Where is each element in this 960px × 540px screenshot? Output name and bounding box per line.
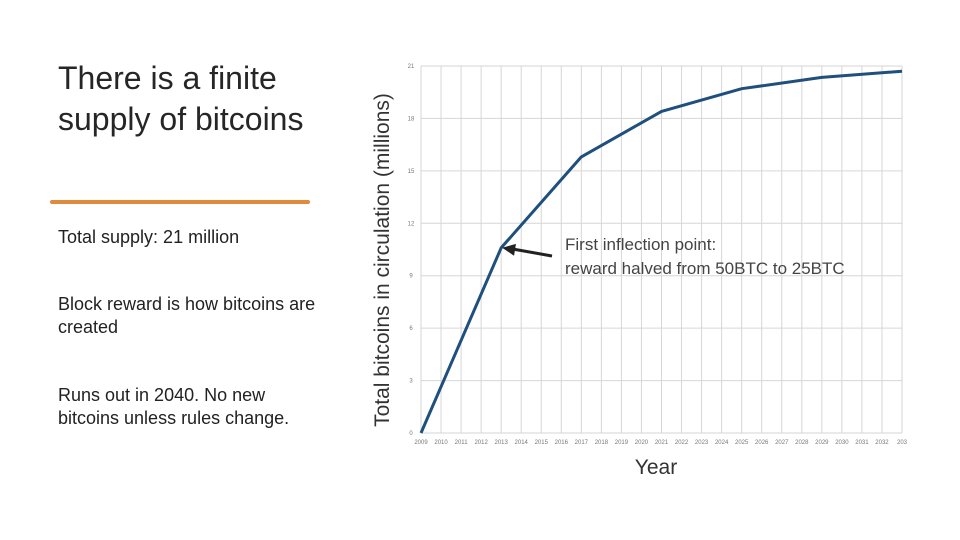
x-tick-label: 2025 bbox=[735, 440, 749, 446]
annotation-arrowhead bbox=[502, 243, 516, 256]
x-tick-labels: 2009 2010 2011 2012 2013 2014 2015 2016 2017 2018… bbox=[414, 440, 907, 446]
y-tick-label: 6 bbox=[409, 326, 413, 332]
x-axis-title: Year bbox=[635, 456, 677, 479]
annotation-arrow bbox=[510, 247, 553, 258]
y-tick-label: 18 bbox=[408, 116, 415, 122]
series-line bbox=[419, 69, 903, 434]
y-tick-label: 3 bbox=[409, 379, 413, 385]
title-underline bbox=[50, 200, 310, 204]
x-tick-label: 2016 bbox=[555, 440, 569, 446]
x-tick-label: 2009 bbox=[414, 440, 428, 446]
annotation-line-2: reward halved from 50BTC to 25BTC bbox=[565, 259, 845, 278]
x-tick-label: 2026 bbox=[755, 440, 769, 446]
slide-title: There is a finite supply of bitcoins bbox=[58, 60, 304, 137]
annotation-line-1: First inflection point: bbox=[565, 235, 716, 254]
y-tick-label: 15 bbox=[408, 169, 415, 175]
y-tick-label: 21 bbox=[408, 64, 415, 70]
x-tick-label: 2017 bbox=[575, 440, 589, 446]
chart-series bbox=[419, 69, 903, 434]
x-tick-label: 2011 bbox=[455, 440, 469, 446]
x-tick-label: 2010 bbox=[434, 440, 448, 446]
x-tick-label: 2023 bbox=[695, 440, 709, 446]
bullet-runs-out: Runs out in 2040. No new bitcoins unless… bbox=[58, 385, 290, 428]
x-tick-label: 2029 bbox=[815, 440, 829, 446]
bullet-block-reward: Block reward is how bitcoins are created bbox=[58, 294, 316, 337]
x-tick-label: 2027 bbox=[775, 440, 789, 446]
x-tick-label: 2030 bbox=[835, 440, 849, 446]
x-tick-label: 2012 bbox=[474, 440, 488, 446]
x-tick-label: 2015 bbox=[535, 440, 549, 446]
bullet-total-supply: Total supply: 21 million bbox=[58, 227, 240, 247]
x-tick-label: 2014 bbox=[515, 440, 529, 446]
annotation: First inflection point: reward halved fr… bbox=[502, 235, 845, 278]
x-tick-label: 2022 bbox=[675, 440, 689, 446]
x-tick-label: 2013 bbox=[494, 440, 508, 446]
y-tick-labels: 0 3 6 9 12 15 18 21 bbox=[408, 64, 415, 437]
y-tick-label: 0 bbox=[409, 431, 413, 437]
x-tick-label: 2024 bbox=[715, 440, 729, 446]
x-tick-label: 2031 bbox=[855, 440, 869, 446]
chart-grid bbox=[420, 65, 903, 434]
x-tick-label: 2028 bbox=[795, 440, 809, 446]
y-tick-label: 12 bbox=[408, 221, 415, 227]
x-tick-label: 203 bbox=[897, 440, 908, 446]
y-axis-title: Total bitcoins in circulation (millions) bbox=[371, 93, 394, 427]
x-tick-label: 2021 bbox=[655, 440, 669, 446]
y-tick-label: 9 bbox=[409, 274, 413, 280]
x-tick-label: 2020 bbox=[635, 440, 649, 446]
x-tick-label: 2018 bbox=[595, 440, 609, 446]
x-tick-label: 2032 bbox=[875, 440, 889, 446]
x-tick-label: 2019 bbox=[615, 440, 629, 446]
